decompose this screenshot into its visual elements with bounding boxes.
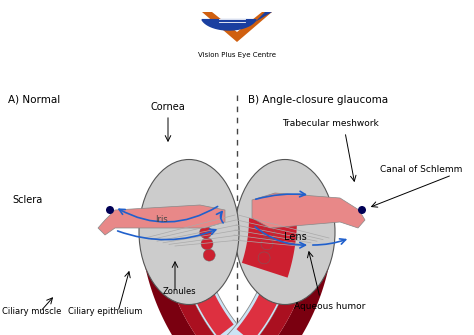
Circle shape <box>200 226 211 239</box>
Polygon shape <box>260 218 334 335</box>
Polygon shape <box>252 193 365 228</box>
Text: Cornea: Cornea <box>151 102 185 112</box>
Polygon shape <box>177 218 231 274</box>
Circle shape <box>258 252 270 264</box>
Text: Vision Plus Eye Centre: Vision Plus Eye Centre <box>198 52 276 58</box>
Polygon shape <box>140 218 209 335</box>
Text: Lens: Lens <box>283 232 306 242</box>
Polygon shape <box>237 224 297 335</box>
Text: Ciliary epithelium: Ciliary epithelium <box>68 307 142 316</box>
Ellipse shape <box>139 159 239 305</box>
Text: Aqueous humor: Aqueous humor <box>294 302 365 311</box>
Polygon shape <box>202 12 272 42</box>
Polygon shape <box>160 218 220 335</box>
Ellipse shape <box>235 159 335 305</box>
Text: Ciliary muscle: Ciliary muscle <box>2 307 61 316</box>
Text: Iris: Iris <box>155 215 168 224</box>
Text: A) Normal: A) Normal <box>8 95 60 105</box>
Text: Zonules: Zonules <box>163 287 197 296</box>
Circle shape <box>261 238 273 250</box>
Circle shape <box>106 206 114 214</box>
Polygon shape <box>249 218 314 335</box>
Polygon shape <box>177 242 326 335</box>
Text: Canal of Schlemm: Canal of Schlemm <box>380 165 462 175</box>
Polygon shape <box>177 224 234 335</box>
Text: Sclera: Sclera <box>12 195 42 205</box>
Circle shape <box>201 238 213 250</box>
Text: Trabecular meshwork: Trabecular meshwork <box>282 119 378 128</box>
Polygon shape <box>202 20 256 30</box>
Polygon shape <box>98 205 225 235</box>
Text: B) Angle-closure glaucoma: B) Angle-closure glaucoma <box>248 95 388 105</box>
Circle shape <box>358 206 366 214</box>
Polygon shape <box>242 218 297 278</box>
Polygon shape <box>148 242 297 335</box>
Circle shape <box>203 249 215 261</box>
Circle shape <box>263 226 274 239</box>
Polygon shape <box>249 12 272 28</box>
